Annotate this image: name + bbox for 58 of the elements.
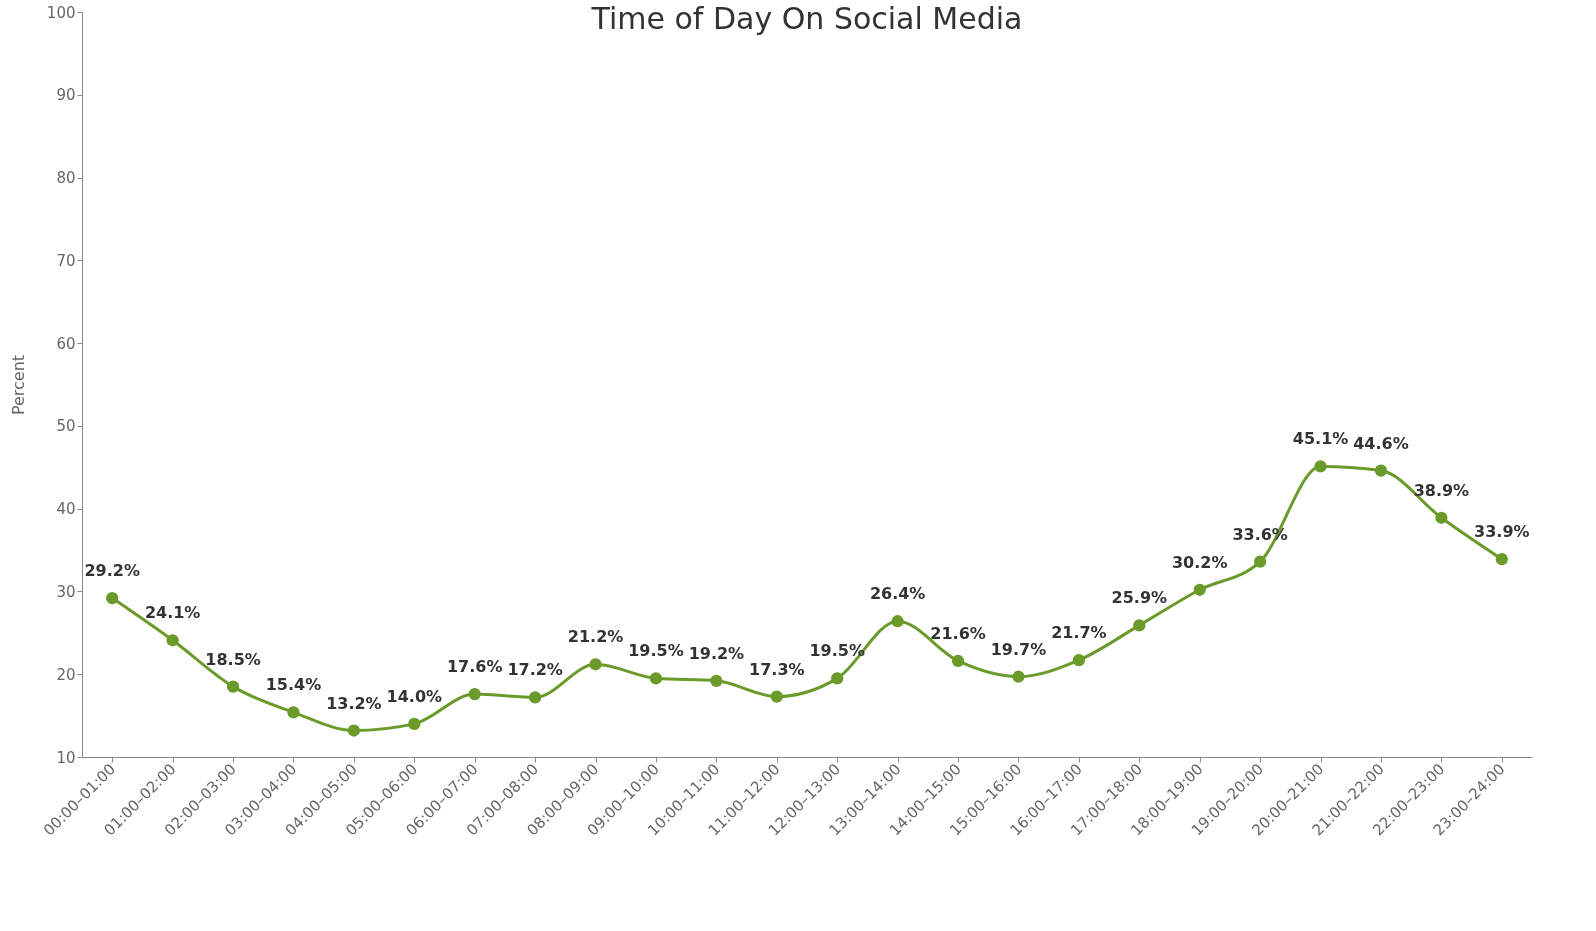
data-label: 17.3% bbox=[749, 659, 805, 679]
chart-title: Time of Day On Social Media bbox=[590, 1, 1023, 36]
point bbox=[1133, 619, 1146, 632]
y-tick-label: 10 bbox=[56, 748, 76, 767]
point bbox=[1012, 670, 1025, 683]
y-tick-label: 20 bbox=[56, 665, 76, 684]
data-label: 17.6% bbox=[446, 657, 503, 677]
data-label: 24.1% bbox=[144, 603, 201, 623]
point bbox=[408, 717, 421, 730]
data-label: 15.4% bbox=[265, 675, 322, 695]
data-label: 13.2% bbox=[326, 693, 382, 713]
data-label: 30.2% bbox=[1171, 552, 1228, 572]
point bbox=[1374, 464, 1388, 477]
data-label: 18.5% bbox=[205, 649, 261, 669]
y-tick-label: 90 bbox=[56, 86, 76, 105]
data-label: 33.9% bbox=[1474, 522, 1530, 542]
data-label: 19.5% bbox=[628, 641, 684, 661]
y-tick-label: 100 bbox=[46, 3, 76, 22]
data-label: 29.2% bbox=[84, 561, 140, 581]
y-tick-label: 50 bbox=[56, 417, 76, 436]
data-label: 38.9% bbox=[1413, 480, 1470, 500]
point bbox=[529, 691, 542, 704]
point bbox=[468, 687, 481, 701]
y-tick-label: 80 bbox=[56, 169, 76, 188]
y-tick-label: 30 bbox=[56, 582, 76, 601]
point bbox=[1495, 553, 1508, 566]
data-label: 26.4% bbox=[869, 584, 926, 604]
data-label: 17.2% bbox=[507, 660, 563, 680]
data-label: 25.9% bbox=[1111, 588, 1168, 608]
point bbox=[166, 634, 179, 647]
data-label: 21.7% bbox=[1051, 623, 1107, 643]
point bbox=[589, 658, 602, 671]
point bbox=[951, 654, 965, 668]
data-label: 21.6% bbox=[930, 623, 986, 643]
point bbox=[1193, 583, 1206, 596]
point bbox=[891, 615, 904, 628]
data-label: 44.6% bbox=[1353, 433, 1409, 453]
y-axis-title: Percent bbox=[8, 354, 28, 416]
point bbox=[1314, 460, 1327, 473]
point bbox=[1435, 511, 1448, 524]
y-tick-label: 40 bbox=[56, 500, 76, 519]
data-label: 19.2% bbox=[688, 643, 745, 663]
point bbox=[831, 672, 844, 685]
y-tick-label: 60 bbox=[56, 334, 76, 353]
point bbox=[106, 591, 119, 605]
y-tick-label: 70 bbox=[56, 251, 76, 270]
data-label: 45.1% bbox=[1292, 429, 1349, 449]
data-label: 21.2% bbox=[567, 627, 624, 647]
point bbox=[770, 690, 783, 703]
point bbox=[1072, 654, 1085, 667]
data-label: 19.7% bbox=[990, 639, 1047, 659]
point bbox=[287, 706, 300, 719]
point bbox=[710, 674, 723, 687]
point bbox=[347, 724, 360, 737]
point bbox=[226, 680, 240, 693]
data-label: 14.0% bbox=[386, 686, 443, 706]
point bbox=[649, 672, 663, 685]
point bbox=[1254, 555, 1267, 568]
